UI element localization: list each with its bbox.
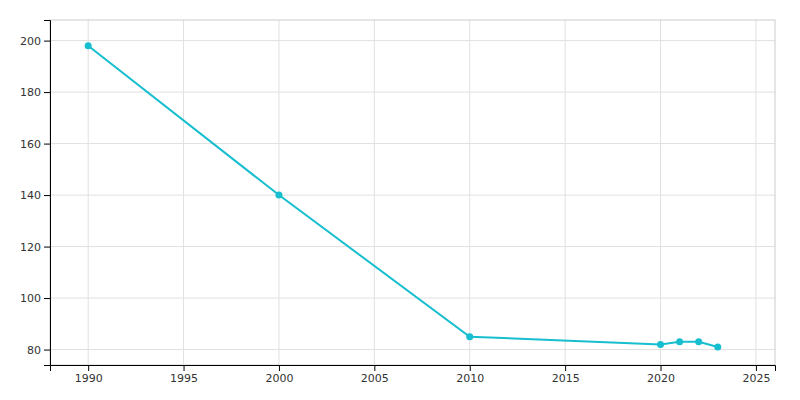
x-tick-mark [661, 365, 662, 371]
x-tick-mark [565, 365, 566, 371]
y-tick-mark [44, 350, 50, 351]
point [676, 338, 683, 345]
point [85, 42, 92, 49]
x-tick-mark [184, 365, 185, 371]
y-tick-mark [44, 195, 50, 196]
x-grid-line [469, 20, 470, 365]
x-grid-line [88, 20, 89, 365]
y-axis: 80 100 120 140 160 180 200 [20, 21, 51, 366]
x-tick: 2015 [552, 365, 580, 385]
y-axis-line [44, 21, 51, 366]
y-tick: 200 [20, 35, 50, 48]
chart: 1990 1995 2000 2005 2010 2015 2020 2025 80 100 120… [0, 0, 800, 400]
y-grid-line [50, 246, 775, 247]
y-grid-line [50, 349, 775, 350]
y-tick-label: 200 [20, 35, 41, 48]
y-tick: 160 [20, 138, 50, 151]
x-tick-label: 2025 [742, 372, 770, 385]
y-tick-mark [44, 298, 50, 299]
x-tick: 2000 [265, 365, 293, 385]
x-tick-mark [88, 365, 89, 371]
y-tick-mark [44, 41, 50, 42]
x-tick-label: 2015 [552, 372, 580, 385]
plot-frame [50, 20, 775, 365]
x-tick: 2010 [456, 365, 484, 385]
y-grid-line [50, 92, 775, 93]
x-grid-line [374, 20, 375, 365]
y-tick-mark [44, 92, 50, 93]
y-tick: 120 [20, 241, 50, 254]
point [275, 192, 282, 199]
grid [50, 20, 775, 365]
plot-area: 1990 1995 2000 2005 2010 2015 2020 2025 80 100 120… [20, 20, 776, 385]
x-tick-label: 2000 [265, 372, 293, 385]
x-grid-line [565, 20, 566, 365]
line [88, 46, 718, 347]
y-tick: 140 [20, 189, 50, 202]
x-tick-label: 2010 [456, 372, 484, 385]
x-tick: 1995 [170, 365, 198, 385]
x-tick-mark [470, 365, 471, 371]
x-grid-line [755, 20, 756, 365]
y-tick: 80 [27, 344, 50, 357]
y-grid-line [50, 298, 775, 299]
x-tick-label: 2020 [647, 372, 675, 385]
x-tick-mark [279, 365, 280, 371]
x-tick: 2025 [742, 365, 770, 385]
x-grid-line [183, 20, 184, 365]
y-tick-label: 180 [20, 86, 41, 99]
y-tick-label: 140 [20, 189, 41, 202]
x-tick-label: 2005 [361, 372, 389, 385]
y-grid-line [50, 143, 775, 144]
y-grid-line [50, 40, 775, 41]
y-tick-label: 80 [27, 344, 41, 357]
x-grid-line [660, 20, 661, 365]
y-tick-label: 160 [20, 138, 41, 151]
y-tick-label: 100 [20, 292, 41, 305]
x-tick-mark [374, 365, 375, 371]
y-tick-mark [44, 247, 50, 248]
y-tick: 180 [20, 86, 50, 99]
x-tick-mark [756, 365, 757, 371]
x-tick: 1990 [75, 365, 103, 385]
y-tick-mark [44, 144, 50, 145]
x-axis-line [51, 366, 776, 372]
x-axis: 1990 1995 2000 2005 2010 2015 2020 2025 [51, 365, 776, 385]
point [714, 343, 721, 350]
x-tick-label: 1990 [75, 372, 103, 385]
point [466, 333, 473, 340]
point [657, 341, 664, 348]
y-grid-line [50, 195, 775, 196]
y-tick-label: 120 [20, 241, 41, 254]
x-tick: 2020 [647, 365, 675, 385]
y-tick: 100 [20, 292, 50, 305]
marks [85, 42, 722, 350]
x-tick: 2005 [361, 365, 389, 385]
x-tick-label: 1995 [170, 372, 198, 385]
point [695, 338, 702, 345]
